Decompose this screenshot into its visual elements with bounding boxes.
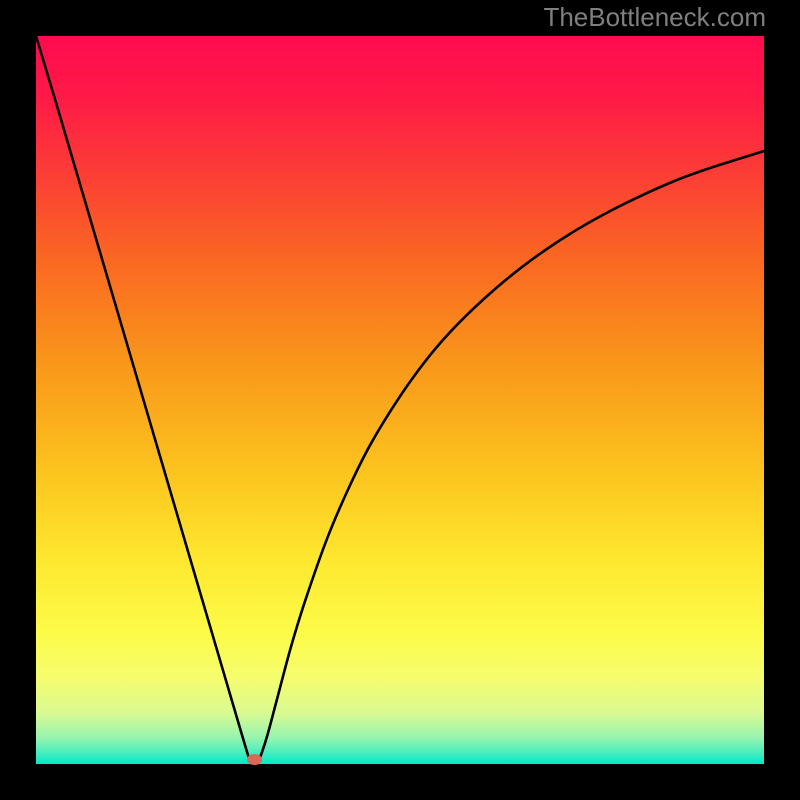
chart-canvas: TheBottleneck.com — [0, 0, 800, 800]
plot-area — [36, 36, 764, 764]
watermark-text: TheBottleneck.com — [543, 2, 766, 33]
bottleneck-curve — [36, 36, 764, 764]
optimum-marker — [247, 754, 262, 765]
curve-svg — [36, 36, 764, 764]
